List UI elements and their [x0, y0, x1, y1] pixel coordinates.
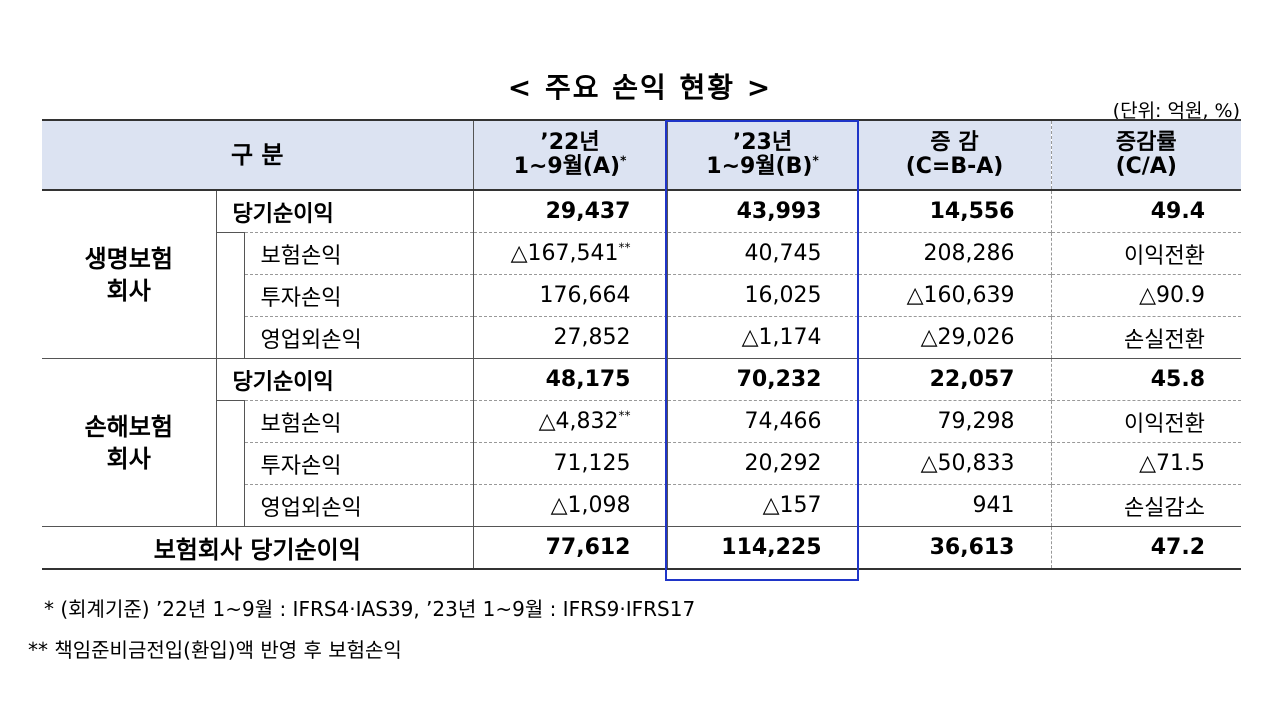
table-row: 투자손익 176,664 16,025 △160,639 △90.9 — [42, 274, 1241, 317]
row-label: 투자손익 — [244, 442, 474, 485]
row-label: 보험손익 — [244, 232, 474, 275]
cell-d: △90.9 — [1051, 274, 1241, 317]
cell-c: 79,298 — [858, 400, 1052, 443]
header-col-a: ’22년 1~9월(A)* — [473, 119, 668, 191]
cell-b: 43,993 — [667, 190, 859, 233]
cell-a: 48,175 — [473, 358, 668, 401]
table-row: 투자손익 71,125 20,292 △50,833 △71.5 — [42, 442, 1241, 485]
total-d: 47.2 — [1051, 526, 1241, 570]
cell-d: 이익전환 — [1051, 232, 1241, 275]
cell-d: 손실전환 — [1051, 316, 1241, 359]
cell-c: △29,026 — [858, 316, 1052, 359]
table-row: 영업외손익 27,852 △1,174 △29,026 손실전환 — [42, 316, 1241, 359]
cell-a: 29,437 — [473, 190, 668, 233]
cell-d: 손실감소 — [1051, 484, 1241, 527]
cell-b: 40,745 — [667, 232, 859, 275]
row-label: 투자손익 — [244, 274, 474, 317]
cell-c: 14,556 — [858, 190, 1052, 233]
cell-a: △167,541** — [473, 232, 668, 275]
group-label-nonlife: 손해보험 회사 — [42, 358, 217, 527]
row-label: 당기순이익 — [216, 358, 474, 401]
cell-d: 이익전환 — [1051, 400, 1241, 443]
cell-c: 941 — [858, 484, 1052, 527]
cell-b: 16,025 — [667, 274, 859, 317]
cell-d: △71.5 — [1051, 442, 1241, 485]
cell-b: △157 — [667, 484, 859, 527]
header-category: 구 분 — [42, 119, 474, 191]
table-row: 손해보험 회사 당기순이익 48,175 70,232 22,057 45.8 — [42, 358, 1241, 527]
header-col-c: 증 감 (C=B-A) — [858, 119, 1052, 191]
table-row: 보험손익 △4,832** 74,466 79,298 이익전환 — [42, 400, 1241, 443]
cell-a: 27,852 — [473, 316, 668, 359]
cell-a: △1,098 — [473, 484, 668, 527]
table-row: 보험손익 △167,541** 40,745 208,286 이익전환 — [42, 232, 1241, 275]
table-row: 생명보험 회사 당기순이익 29,437 43,993 14,556 49.4 — [42, 190, 1241, 359]
cell-a: 71,125 — [473, 442, 668, 485]
page-title: < 주요 손익 현황 > — [507, 71, 773, 104]
group-label-life: 생명보험 회사 — [42, 190, 217, 359]
cell-a: 176,664 — [473, 274, 668, 317]
total-c: 36,613 — [858, 526, 1052, 570]
cell-b: △1,174 — [667, 316, 859, 359]
cell-d: 49.4 — [1150, 199, 1205, 224]
row-label: 보험손익 — [244, 400, 474, 443]
row-label: 영업외손익 — [244, 316, 474, 359]
header-col-d: 증감률 (C/A) — [1051, 119, 1241, 191]
cell-c: 22,057 — [858, 358, 1052, 401]
unit-label: (단위: 억원, %) — [1112, 100, 1240, 122]
profit-loss-table: 구 분 ’22년 1~9월(A)* ’23년 1~9월(B)* 증 감 (C=B… — [42, 119, 1241, 570]
footnote-reserve: ** 책임준비금전입(환입)액 반영 후 보험손익 — [28, 638, 402, 662]
cell-a: △4,832** — [473, 400, 668, 443]
row-label: 당기순이익 — [216, 190, 474, 233]
cell-c: 208,286 — [858, 232, 1052, 275]
cell-b: 70,232 — [667, 358, 859, 401]
row-label: 영업외손익 — [244, 484, 474, 527]
header-col-b: ’23년 1~9월(B)* — [667, 119, 859, 191]
header-row: 구 분 ’22년 1~9월(A)* ’23년 1~9월(B)* 증 감 (C=B… — [42, 119, 1241, 191]
cell-b: 74,466 — [667, 400, 859, 443]
cell-d: 45.8 — [1051, 358, 1241, 401]
total-row: 보험회사 당기순이익 77,612 114,225 36,613 47.2 — [42, 526, 1241, 570]
cell-c: △50,833 — [858, 442, 1052, 485]
cell-c: △160,639 — [858, 274, 1052, 317]
total-label: 보험회사 당기순이익 — [42, 526, 474, 570]
footnote-accounting-standard: * (회계기준) ’22년 1~9월 : IFRS4·IAS39, ’23년 1… — [44, 597, 696, 621]
total-a: 77,612 — [473, 526, 668, 570]
cell-b: 20,292 — [667, 442, 859, 485]
total-b: 114,225 — [667, 526, 859, 570]
table-row: 영업외손익 △1,098 △157 941 손실감소 — [42, 484, 1241, 527]
